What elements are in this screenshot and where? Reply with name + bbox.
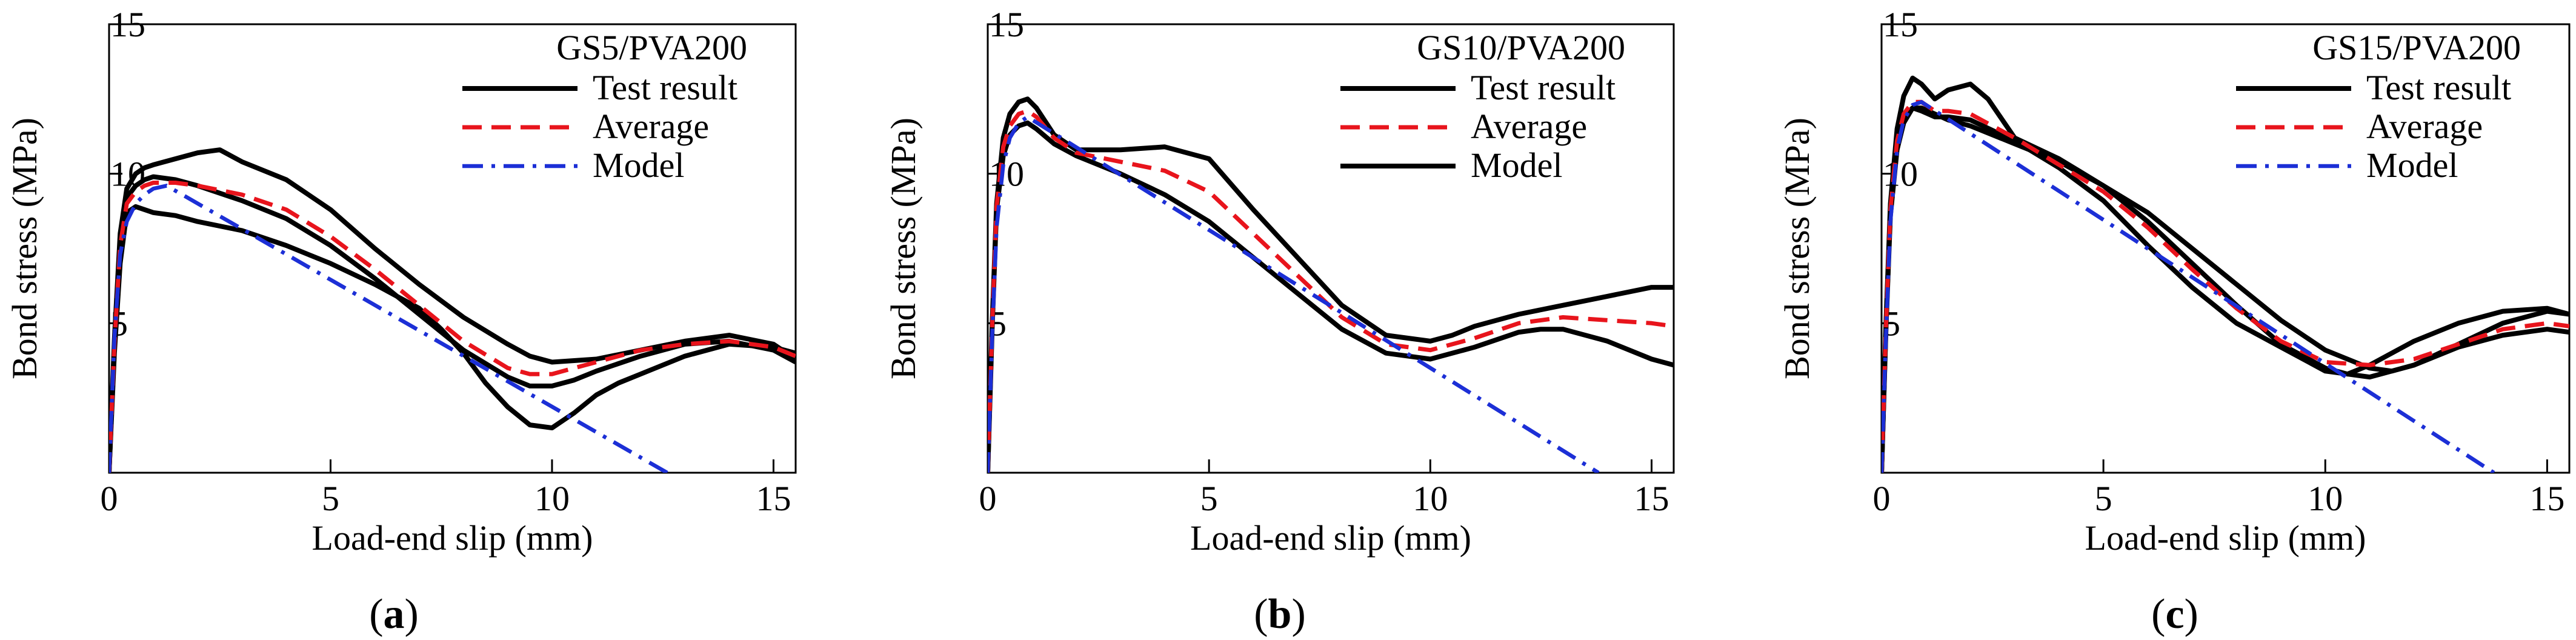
series-group [109,147,796,473]
chart-title: GS15/PVA200 [2312,28,2521,67]
plot-frame [108,23,797,474]
panel-label: (a) [369,591,419,638]
series-line-test-result [109,174,796,473]
series-line-test-result [109,147,796,473]
series-line-average [1882,99,2569,473]
legend-label: Average [593,107,709,146]
y-axis-label: Bond stress (MPa) [1777,118,1817,379]
legend-label: Average [2366,107,2483,146]
x-tick-label: 5 [1200,479,1218,518]
x-tick-label: 0 [979,479,997,518]
series-line-test-result [1882,105,2569,473]
y-axis-label: Bond stress (MPa) [884,118,923,379]
series-group [1882,75,2569,473]
y-tick-label: 10 [989,155,1024,194]
series-line-test-result [988,120,1674,473]
y-tick-label: 15 [989,5,1024,44]
y-tick-label: 10 [1883,155,1918,194]
x-axis-label: Load-end slip (mm) [312,518,593,558]
x-tick-label: 10 [1413,479,1448,518]
legend-label: Average [1471,107,1587,146]
x-tick-label: 0 [1873,479,1891,518]
y-axis-label: Bond stress (MPa) [5,118,44,379]
x-tick-label: 15 [1634,479,1669,518]
series-group [988,96,1674,473]
series-line-test-result [988,96,1674,473]
legend-label: Test result [1471,68,1616,107]
y-tick-label: 15 [110,5,145,44]
series-line-test-result [1882,105,2569,473]
plot-frame [1880,23,2571,474]
series-line-model [988,115,1600,473]
x-tick-label: 5 [322,479,339,518]
legend-label: Model [1471,145,1562,185]
legend-label: Test result [2366,68,2511,107]
x-tick-label: 0 [101,479,118,518]
legend-label: Model [2366,145,2458,185]
panel-label: (c) [2151,591,2198,638]
x-tick-label: 15 [2529,479,2564,518]
plot-frame [987,23,1675,474]
series-line-model [109,184,668,473]
x-axis-label: Load-end slip (mm) [1190,518,1471,558]
x-axis-label: Load-end slip (mm) [2085,518,2366,558]
legend-label: Model [593,145,684,185]
series-line-model [1882,100,2495,473]
series-line-average [109,181,796,473]
chart-title: GS5/PVA200 [556,28,747,67]
y-tick-label: 15 [1883,5,1918,44]
x-tick-label: 15 [756,479,791,518]
x-tick-label: 5 [2095,479,2112,518]
x-tick-label: 10 [534,479,570,518]
legend-label: Test result [593,68,737,107]
chart-title: GS10/PVA200 [1417,28,1625,67]
x-tick-label: 10 [2308,479,2343,518]
panel-label: (b) [1254,591,1306,638]
